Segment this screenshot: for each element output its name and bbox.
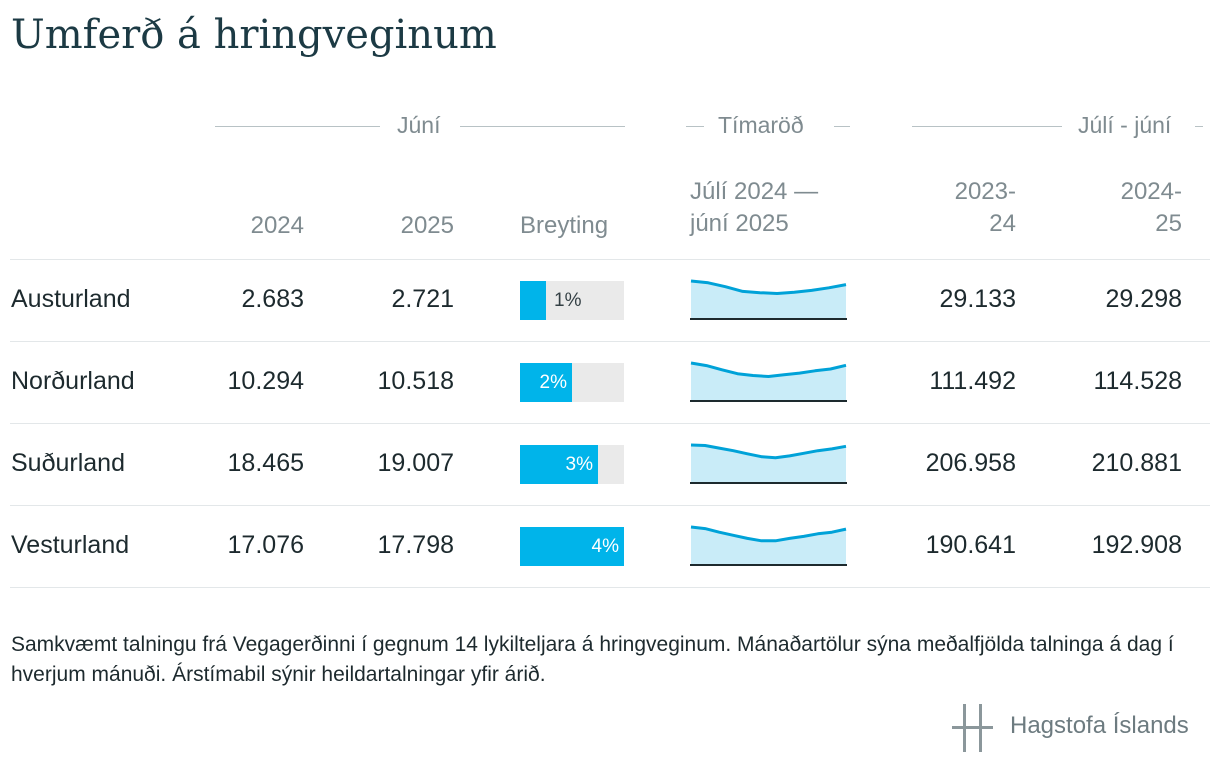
- column-header-2024: 2024: [180, 210, 304, 242]
- trend-area: [691, 281, 846, 319]
- trend-line: [690, 525, 847, 543]
- table-rule: [10, 341, 1210, 342]
- june-2024-value: 18.465: [227, 449, 304, 477]
- fy-2023-24-value: 190.641: [925, 531, 1016, 559]
- logo-text: Hagstofa Íslands: [1010, 712, 1189, 739]
- table-rule: [10, 505, 1210, 506]
- trend-sparkline: [690, 525, 847, 566]
- change-bar-track: 3%: [520, 445, 624, 484]
- change-bar: [520, 527, 624, 566]
- fy-2023-24-value: 29.133: [939, 285, 1016, 313]
- june-2024-value: 17.076: [227, 531, 304, 559]
- fy-2023-24-value: 206.958: [925, 449, 1016, 477]
- column-header-fy1-line2: 24: [989, 210, 1016, 237]
- table-row: Norðurland 10.294 10.518 2% 111.492 114.528: [0, 341, 1220, 423]
- column-header-fy-2024-25: 2024- 25: [1062, 176, 1182, 240]
- group-line-right: [834, 126, 850, 127]
- column-header-timarod: Júlí 2024 — júní 2025: [690, 176, 818, 240]
- table-rule: [10, 587, 1210, 588]
- change-bar-label: 4%: [591, 536, 619, 557]
- trend-line: [690, 279, 847, 295]
- fy-2024-25-value: 114.528: [1093, 367, 1182, 395]
- table-rule: [10, 423, 1210, 424]
- june-2024-value: 2.683: [241, 285, 304, 313]
- trend-line: [690, 361, 847, 378]
- fy-2023-24-value: 111.492: [929, 367, 1016, 395]
- hagstofa-logo: Hagstofa Íslands: [952, 702, 1202, 754]
- column-header-fy2-line1: 2024-: [1120, 178, 1182, 205]
- change-bar-label: 3%: [565, 454, 593, 475]
- group-header-timarod: Tímaröð: [686, 112, 851, 142]
- group-line-right: [460, 126, 625, 127]
- trend-line: [690, 443, 847, 460]
- group-header-juli-juni: Júlí - júní: [912, 112, 1203, 142]
- region-name: Suðurland: [11, 449, 125, 477]
- column-header-2024-label: 2024: [250, 212, 304, 239]
- table-row: Austurland 2.683 2.721 1% 29.133 29.298: [0, 259, 1220, 341]
- june-2025-value: 17.798: [377, 531, 454, 559]
- footnote: Samkvæmt talningu frá Vegagerðinni í geg…: [11, 633, 1174, 686]
- fy-2024-25-value: 29.298: [1105, 285, 1182, 313]
- change-bar-track: 2%: [520, 363, 624, 402]
- group-line-right: [1195, 126, 1203, 127]
- group-line-left: [686, 126, 704, 127]
- trend-sparkline: [690, 279, 847, 320]
- region-name: Vesturland: [11, 531, 130, 559]
- change-bar-track: 1%: [520, 281, 624, 320]
- table-row: Vesturland 17.076 17.798 4% 190.641 192.908: [0, 505, 1220, 587]
- column-header-breyting: Breyting: [520, 210, 608, 242]
- column-header-fy-2023-24: 2023- 24: [896, 176, 1016, 240]
- table-rule: [10, 259, 1210, 260]
- change-bar-track: 4%: [520, 527, 624, 566]
- trend-sparkline: [690, 361, 847, 402]
- hagstofa-logo-icon: [952, 704, 993, 752]
- column-header-fy2-line2: 25: [1155, 210, 1182, 237]
- trend-sparkline: [690, 443, 847, 484]
- group-header-juni: Júní: [215, 112, 625, 142]
- change-bar: [520, 363, 572, 402]
- june-2025-value: 2.721: [391, 285, 454, 313]
- fy-2024-25-value: 210.881: [1091, 449, 1182, 477]
- column-header-2025-label: 2025: [400, 212, 454, 239]
- group-label-juni: Júní: [397, 112, 441, 138]
- change-bar: [520, 445, 598, 484]
- column-header-fy1-line1: 2023-: [954, 178, 1016, 205]
- group-label-timarod: Tímaröð: [718, 112, 804, 138]
- june-2025-value: 19.007: [377, 449, 454, 477]
- region-name: Norðurland: [11, 367, 135, 395]
- trend-area: [691, 445, 846, 483]
- group-line-left: [912, 126, 1062, 127]
- change-bar-label: 2%: [539, 372, 567, 393]
- june-2024-value: 10.294: [227, 367, 304, 395]
- group-line-left: [215, 126, 380, 127]
- june-2025-value: 10.518: [377, 367, 454, 395]
- column-header-timarod-line1: Júlí 2024 —: [690, 178, 819, 205]
- column-header-breyting-label: Breyting: [520, 212, 609, 239]
- region-name: Austurland: [11, 285, 131, 313]
- column-header-2025: 2025: [330, 210, 454, 242]
- column-header-timarod-line2: júní 2025: [690, 210, 789, 237]
- change-bar-label: 1%: [554, 290, 582, 311]
- page-title: Umferð á hringveginum: [11, 12, 497, 58]
- fy-2024-25-value: 192.908: [1091, 531, 1182, 559]
- table-row: Suðurland 18.465 19.007 3% 206.958 210.881: [0, 423, 1220, 505]
- group-label-juli-juni: Júlí - júní: [1078, 112, 1172, 138]
- change-bar: [520, 281, 546, 320]
